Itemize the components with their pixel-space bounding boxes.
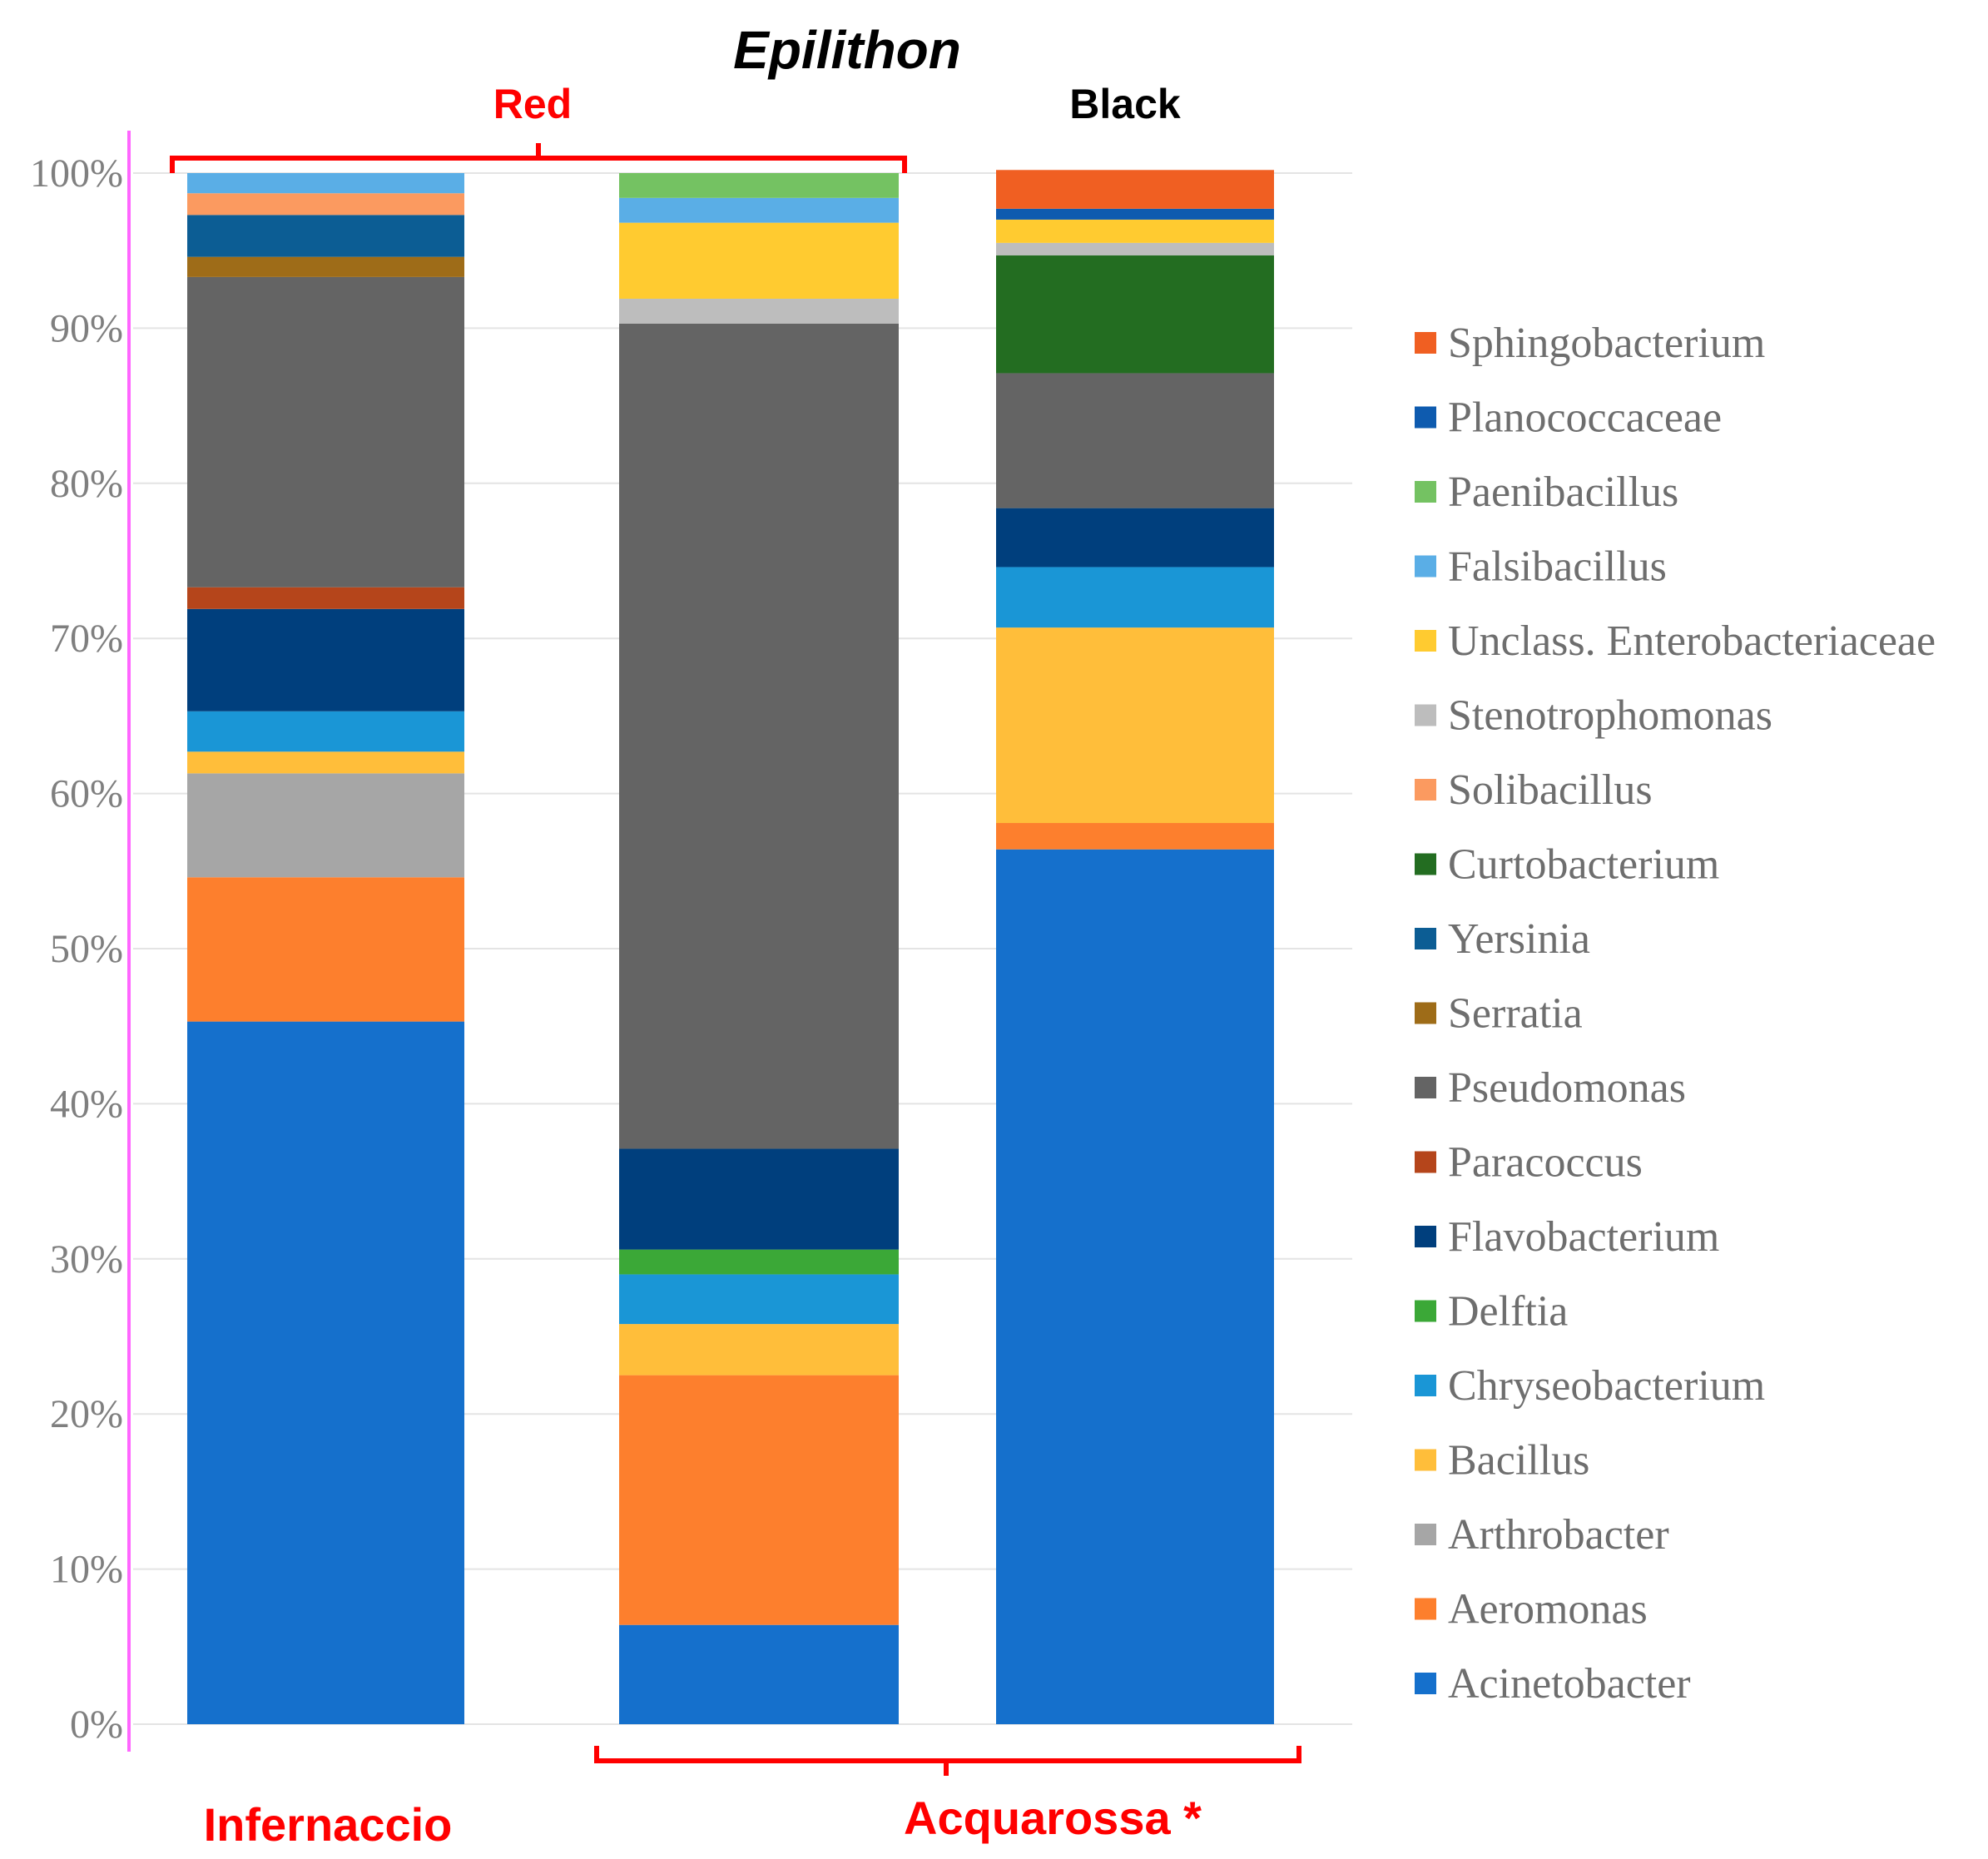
bar-segment-flavobacterium	[996, 508, 1274, 568]
legend-swatch	[1415, 1151, 1436, 1173]
bar-segment-yersinia	[187, 215, 464, 257]
bar-segment-aeromonas	[187, 877, 464, 1022]
legend-label: Arthrobacter	[1448, 1511, 1669, 1559]
bar-segment-aeromonas	[619, 1375, 899, 1625]
bar-segment-acinetobacter	[187, 1021, 464, 1724]
y-tick-label: 40%	[50, 1082, 123, 1126]
bar-segment-planococcaceae	[996, 208, 1274, 220]
legend-label: Sphingobacterium	[1448, 320, 1765, 367]
y-tick-label: 100%	[30, 151, 123, 196]
bar-segment-sphingobacterium	[996, 170, 1274, 209]
bar-segment-curtobacterium	[996, 255, 1274, 374]
y-tick-label: 20%	[50, 1392, 123, 1436]
bar-segment-bacillus	[996, 627, 1274, 824]
bar-segment-arthrobacter	[187, 773, 464, 878]
bar-segment-unclass-enterobacteriaceae	[619, 222, 899, 299]
bar-segment-stenotrophomonas	[619, 298, 899, 324]
legend-label: Chryseobacterium	[1448, 1362, 1765, 1410]
legend-label: Bacillus	[1448, 1437, 1589, 1485]
legend-swatch	[1415, 928, 1436, 949]
legend: Sphingobacterium Planococcaceae Paenibacil…	[1415, 320, 1936, 1708]
chart-title: Epilithon	[733, 20, 961, 80]
bar-segment-bacillus	[187, 751, 464, 774]
bracket-red	[170, 143, 907, 173]
legend-swatch	[1415, 406, 1436, 429]
legend-label: Acinetobacter	[1448, 1660, 1691, 1708]
legend-label: Paenibacillus	[1448, 468, 1678, 516]
legend-label: Unclass. Enterobacteriaceae	[1448, 617, 1936, 665]
legend-swatch	[1415, 630, 1436, 652]
bars	[187, 170, 1274, 1724]
legend-swatch	[1415, 1002, 1436, 1024]
y-tick-label: 90%	[50, 306, 123, 350]
legend-swatch	[1415, 555, 1436, 578]
y-tick-label: 60%	[50, 772, 123, 816]
bar-segment-serratia	[187, 256, 464, 277]
bar-segment-stenotrophomonas	[996, 242, 1274, 255]
site-label-infernaccio: Infernaccio	[204, 1798, 453, 1851]
legend-label: Pseudomonas	[1448, 1064, 1686, 1112]
group-label-red: Red	[493, 81, 572, 127]
bar-segment-flavobacterium	[187, 608, 464, 711]
group-label-black: Black	[1069, 81, 1181, 127]
legend-swatch	[1415, 1300, 1436, 1322]
legend-swatch	[1415, 704, 1436, 726]
bar-segment-falsibacillus	[619, 197, 899, 223]
bar-segment-chryseobacterium	[996, 567, 1274, 628]
y-tick-label: 70%	[50, 617, 123, 661]
legend-swatch	[1415, 1598, 1436, 1620]
legend-swatch	[1415, 1673, 1436, 1694]
bar-segment-falsibacillus	[187, 173, 464, 194]
legend-swatch	[1415, 1375, 1436, 1396]
bar-segment-chryseobacterium	[187, 711, 464, 752]
bar-segment-chryseobacterium	[619, 1274, 899, 1325]
bar-segment-flavobacterium	[619, 1148, 899, 1250]
legend-swatch	[1415, 1077, 1436, 1098]
bar-segment-pseudomonas	[996, 373, 1274, 508]
bar-segment-paenibacillus	[619, 173, 899, 198]
legend-label: Aeromonas	[1448, 1586, 1648, 1633]
legend-label: Delftia	[1448, 1288, 1568, 1336]
y-tick-label: 50%	[50, 927, 123, 971]
legend-label: Solibacillus	[1448, 766, 1653, 814]
y-tick-label: 10%	[50, 1548, 123, 1592]
legend-label: Serratia	[1448, 990, 1583, 1038]
legend-swatch	[1415, 481, 1436, 503]
bar-segment-pseudomonas	[187, 276, 464, 587]
bar-segment-pseudomonas	[619, 323, 899, 1149]
legend-swatch	[1415, 1524, 1436, 1545]
bar-segment-delftia	[619, 1249, 899, 1275]
legend-swatch	[1415, 853, 1436, 875]
legend-label: Curtobacterium	[1448, 841, 1719, 889]
y-tick-labels: 0% 10% 20% 30% 40% 50% 60% 70% 80% 90% 100%	[30, 151, 123, 1747]
y-tick-label: 80%	[50, 462, 123, 506]
legend-label: Falsibacillus	[1448, 543, 1667, 591]
legend-swatch	[1415, 1449, 1436, 1471]
legend-label: Stenotrophomonas	[1448, 692, 1772, 740]
legend-label: Paracoccus	[1448, 1139, 1643, 1187]
bar-segment-bacillus	[619, 1324, 899, 1376]
y-tick-label: 30%	[50, 1237, 123, 1281]
bar-segment-unclass-enterobacteriaceae	[996, 219, 1274, 243]
legend-label: Yersinia	[1448, 915, 1590, 963]
legend-swatch	[1415, 1226, 1436, 1247]
bracket-acquarossa	[594, 1746, 1301, 1776]
legend-swatch	[1415, 779, 1436, 801]
bar-segment-solibacillus	[187, 193, 464, 216]
legend-swatch	[1415, 332, 1436, 354]
bar-segment-aeromonas	[996, 823, 1274, 850]
legend-label: Flavobacterium	[1448, 1213, 1719, 1261]
y-tick-label: 0%	[70, 1703, 123, 1747]
bar-segment-acinetobacter	[996, 849, 1274, 1724]
bar-segment-paracoccus	[187, 587, 464, 609]
legend-label: Planococcaceae	[1448, 394, 1722, 442]
site-label-acquarossa: Acquarossa *	[904, 1792, 1202, 1844]
bar-segment-acinetobacter	[619, 1624, 899, 1724]
